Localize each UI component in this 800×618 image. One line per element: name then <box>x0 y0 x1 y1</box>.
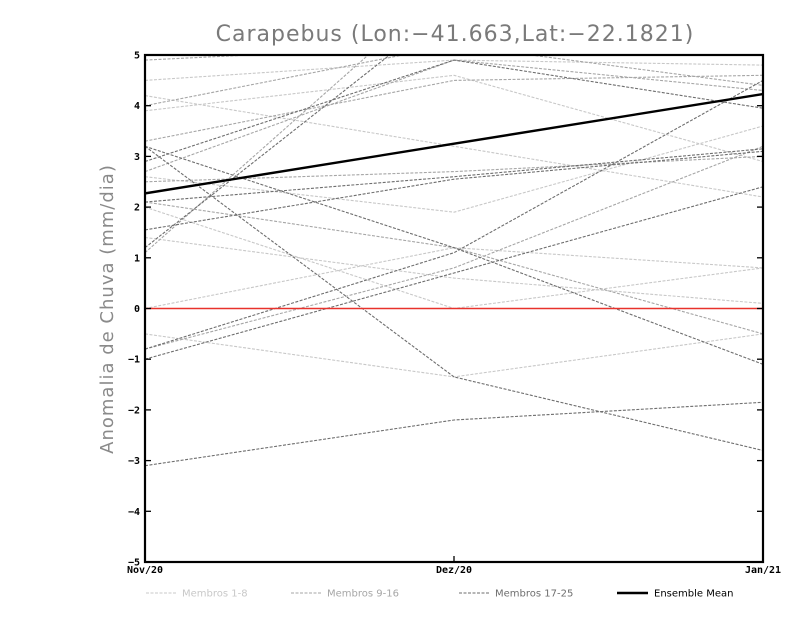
legend-label: Membros 9-16 <box>327 589 399 600</box>
series-line-g3-4 <box>145 150 763 231</box>
y-tick-label: 0 <box>134 304 140 315</box>
ensemble-mean-layer <box>145 92 763 195</box>
series-layer <box>145 55 763 467</box>
series-line-g1-5 <box>145 247 763 310</box>
series-line-g1-1 <box>145 59 763 81</box>
series-line-g2-4 <box>145 155 763 183</box>
x-tick-label: Dez/20 <box>436 565 472 576</box>
y-tick-label: −3 <box>128 456 140 467</box>
y-tick-label: 4 <box>134 101 140 112</box>
series-line-g3-8 <box>145 55 391 249</box>
series-line-g3-3 <box>145 186 763 360</box>
series-line-g1-4 <box>145 236 763 304</box>
chart-title: Carapebus (Lon:−41.663,Lat:−22.1821) <box>216 22 695 47</box>
legend-label: Membros 1-8 <box>182 589 248 600</box>
series-line-g3-5 <box>145 79 763 350</box>
y-axis-label: Anomalia de Chuva (mm/dia) <box>97 164 118 454</box>
x-tick-label: Nov/20 <box>127 565 163 576</box>
series-line-g1-3 <box>145 125 763 213</box>
y-tick-label: 3 <box>134 152 140 163</box>
series-line-g3-2 <box>145 401 763 467</box>
series-line-g1-7 <box>145 206 763 310</box>
y-tick-label: 5 <box>134 51 140 62</box>
series-line-g3-7 <box>145 59 763 163</box>
legend-label: Membros 17-25 <box>495 589 573 600</box>
y-tick-label: 2 <box>134 203 140 214</box>
series-line-g3-6 <box>145 148 763 203</box>
series-line-g2-5 <box>145 201 763 335</box>
y-tick-label: −2 <box>128 405 140 416</box>
series-line-g3-1 <box>145 145 763 452</box>
y-tick-label: −1 <box>128 355 140 366</box>
legend-label: Ensemble Mean <box>654 589 733 600</box>
x-axis-ticks: Nov/20 Dez/20 Jan/21 <box>127 556 781 576</box>
series-line-g1-2 <box>145 95 763 198</box>
y-axis-ticks: −5 −4 −3 −2 −1 0 1 2 3 4 5 <box>128 51 763 569</box>
series-line-g3-9 <box>145 145 763 365</box>
legend: Membros 1-8 Membros 9-16 Membros 17-25 Ense… <box>146 589 733 600</box>
y-tick-label: −4 <box>128 507 140 518</box>
series-line-g2-7 <box>145 55 370 254</box>
y-tick-label: −5 <box>128 558 140 569</box>
series-line-g2-6 <box>145 145 763 350</box>
x-tick-label: Jan/21 <box>745 565 781 576</box>
ensemble-mean-line <box>145 92 763 195</box>
series-line-g1-6 <box>145 333 763 378</box>
series-line-g1-8 <box>145 74 763 163</box>
series-line-g2-8 <box>145 55 763 86</box>
series-line-g2-2 <box>145 74 763 142</box>
series-line-g2-1 <box>145 55 406 107</box>
y-tick-label: 1 <box>134 253 140 264</box>
